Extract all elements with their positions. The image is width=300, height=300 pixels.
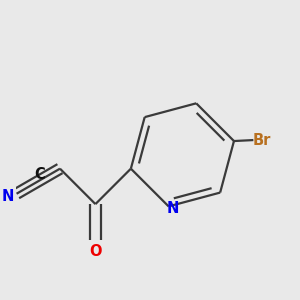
Text: O: O (89, 244, 102, 259)
Text: Br: Br (252, 133, 271, 148)
Text: N: N (166, 202, 179, 217)
Text: C: C (34, 167, 45, 182)
Text: N: N (1, 190, 14, 205)
